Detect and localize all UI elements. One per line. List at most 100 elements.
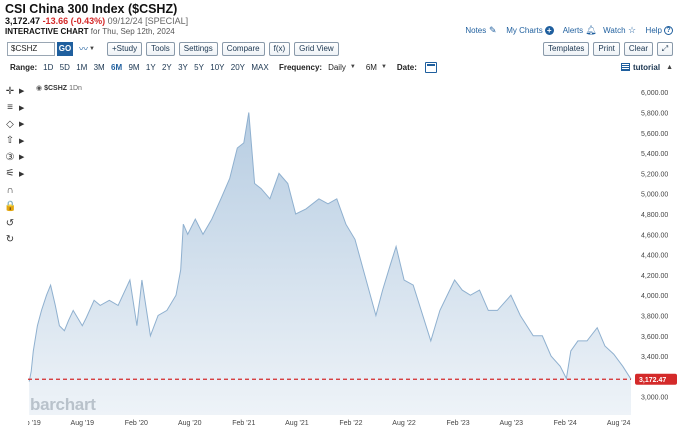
- expand-button[interactable]: ⤢: [657, 41, 673, 56]
- range-option-1y[interactable]: 1Y: [145, 62, 156, 72]
- tutorial-icon: [620, 63, 630, 71]
- last-price-label: 3,172.47: [639, 377, 666, 384]
- range-option-5y[interactable]: 5Y: [194, 62, 204, 72]
- add-study-button[interactable]: +Study: [106, 41, 143, 56]
- barchart-watermark: barchart: [30, 395, 96, 414]
- range-option-20y[interactable]: 20Y: [230, 62, 246, 72]
- crosshair-tool[interactable]: ✛ ▶: [4, 84, 26, 98]
- x-tick-label: Aug '22: [392, 420, 416, 427]
- fx-button[interactable]: f(x): [268, 41, 291, 56]
- chart-legend: ◉ $CSHZ 1Dn: [36, 84, 82, 93]
- arrow-tool[interactable]: ⇧ ▶: [4, 134, 26, 148]
- edit-icon: ✎: [488, 25, 497, 35]
- magnet-tool[interactable]: ∩: [4, 183, 26, 197]
- period-value: 6M: [365, 62, 377, 72]
- alerts-label: Alerts: [562, 26, 584, 35]
- calendar-icon[interactable]: [424, 61, 437, 73]
- range-option-3y[interactable]: 3Y: [178, 62, 188, 72]
- chart-type-dropdown[interactable]: 〰 ▼: [79, 42, 95, 55]
- fibonacci-tool[interactable]: ≡ ▶: [4, 101, 26, 115]
- help-link[interactable]: Help?: [646, 26, 673, 35]
- chart-toolbar: GO 〰 ▼ +Study Tools Settings Compare f(x…: [7, 41, 673, 56]
- y-tick-label: 5,200.00: [641, 171, 668, 178]
- crosshair-tool-icon: ✛: [5, 85, 15, 97]
- range-option-6m[interactable]: 6M: [111, 62, 123, 72]
- chevron-right-icon: ▶: [19, 170, 25, 178]
- date-label: Date:: [396, 62, 417, 72]
- range-option-3m[interactable]: 3M: [93, 62, 105, 72]
- chevron-right-icon: ▶: [19, 121, 25, 128]
- watch-label: Watch: [603, 26, 626, 35]
- y-tick-label: 3,000.00: [641, 395, 668, 402]
- subtitle-bold: INTERACTIVE CHART: [5, 27, 89, 36]
- alerts-link[interactable]: Alerts 🔔︎: [562, 26, 597, 36]
- notes-link[interactable]: Notes ✎: [465, 25, 497, 36]
- shape-tool[interactable]: ◇ ▶: [4, 117, 26, 131]
- range-option-5d[interactable]: 5D: [59, 62, 70, 72]
- y-tick-label: 6,000.00: [641, 90, 668, 97]
- collapse-icon[interactable]: ▲: [666, 63, 673, 71]
- range-option-10y[interactable]: 10Y: [210, 62, 225, 72]
- shape-tool-icon: ◇: [6, 118, 14, 130]
- range-option-max[interactable]: MAX: [251, 62, 269, 72]
- subtitle-date: for Thu, Sep 12th, 2024: [90, 27, 175, 36]
- legend-symbol: $CSHZ: [44, 84, 68, 92]
- range-option-9m[interactable]: 9M: [128, 62, 140, 72]
- tutorial-link[interactable]: tutorial: [620, 62, 661, 72]
- frequency-select[interactable]: Daily ▼: [328, 63, 356, 72]
- undo-tool-icon: ↺: [5, 217, 15, 229]
- symbol-input[interactable]: [7, 41, 55, 56]
- plus-circle-icon: +: [544, 26, 554, 35]
- go-button[interactable]: GO: [57, 41, 73, 56]
- range-options: 1D 5D 1M 3M 6M 9M 1Y 2Y 3Y 5Y 10Y 20Y MAX: [43, 63, 275, 72]
- help-label: Help: [645, 26, 662, 35]
- quote-line: 3,172.47 -13.66 (-0.43%) 09/12/24 [SPECI…: [5, 16, 188, 26]
- range-option-2y[interactable]: 2Y: [161, 62, 172, 72]
- x-tick-label: Feb '22: [339, 420, 362, 427]
- chart-subtitle: INTERACTIVE CHART for Thu, Sep 12th, 202…: [5, 27, 175, 36]
- chevron-down-icon: ▼: [349, 64, 356, 70]
- frequency-label: Frequency:: [278, 62, 323, 72]
- compare-button[interactable]: Compare: [221, 41, 265, 56]
- x-tick-label: Aug '20: [178, 420, 202, 427]
- tools-button[interactable]: Tools: [146, 41, 175, 56]
- my-charts-label: My Charts: [506, 26, 543, 35]
- y-tick-label: 4,600.00: [641, 232, 668, 239]
- settings-button[interactable]: Settings: [178, 41, 218, 56]
- number-tool[interactable]: ③ ▶: [4, 150, 26, 164]
- clear-button[interactable]: Clear: [623, 41, 653, 56]
- x-tick-label: Aug '19: [71, 420, 95, 427]
- page-title: CSI China 300 Index ($CSHZ): [5, 2, 178, 16]
- x-tick-label: Aug '21: [285, 420, 309, 427]
- x-tick-label: Feb '21: [232, 420, 255, 427]
- range-option-1d[interactable]: 1D: [43, 62, 54, 72]
- pattern-tool[interactable]: ⚟ ▶: [4, 167, 26, 181]
- range-option-1m[interactable]: 1M: [76, 62, 88, 72]
- grid-view-button[interactable]: Grid View: [294, 41, 339, 56]
- undo-tool[interactable]: ↺: [4, 216, 26, 230]
- x-tick-label: Feb '19: [28, 420, 41, 427]
- x-tick-label: Feb '24: [554, 420, 577, 427]
- watch-link[interactable]: Watch ☆: [603, 26, 636, 36]
- frequency-value: Daily: [328, 62, 346, 72]
- lock-tool[interactable]: 🔒: [4, 200, 26, 214]
- chevron-down-icon: ▼: [89, 45, 95, 52]
- period-select[interactable]: 6M ▼: [366, 63, 387, 72]
- series-area-fill: [29, 112, 631, 415]
- series-line: [28, 112, 632, 382]
- y-tick-label: 3,400.00: [641, 354, 668, 361]
- toolbar-right: Templates Print Clear ⤢: [539, 41, 673, 56]
- price-chart[interactable]: 6,000.00 5,800.00 5,600.00 5,400.00 5,200.00…: [28, 80, 679, 435]
- my-charts-link[interactable]: My Charts +: [506, 26, 554, 35]
- eye-icon[interactable]: ◉: [36, 85, 43, 92]
- arrow-tool-icon: ⇧: [5, 135, 15, 146]
- y-tick-label: 4,800.00: [641, 212, 668, 219]
- y-tick-label: 4,200.00: [641, 273, 668, 280]
- tutorial-label: tutorial: [632, 62, 661, 72]
- redo-tool[interactable]: ↻: [4, 233, 26, 247]
- last-price-badge: [635, 373, 677, 385]
- print-button[interactable]: Print: [593, 41, 620, 56]
- expand-icon: ⤢: [661, 43, 669, 53]
- y-tick-label: 5,400.00: [641, 151, 668, 158]
- templates-button[interactable]: Templates: [542, 41, 590, 56]
